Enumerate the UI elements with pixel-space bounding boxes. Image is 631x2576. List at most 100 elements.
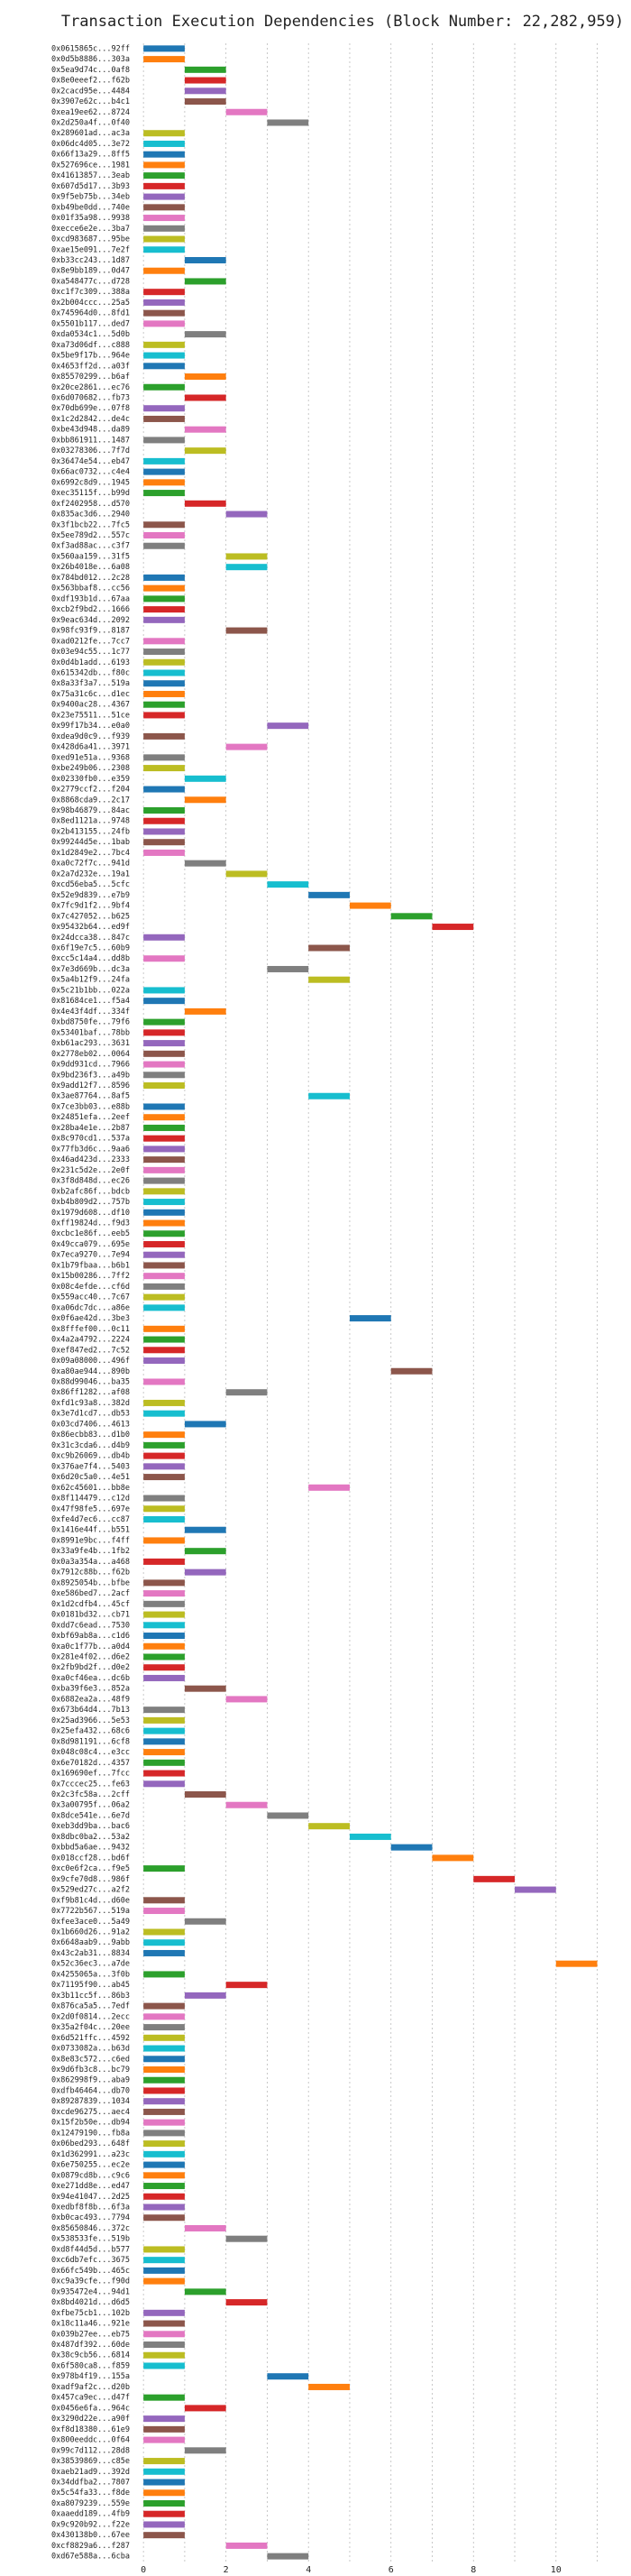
bar [143,1579,185,1587]
bar [143,1082,185,1090]
bar [308,1092,350,1099]
bar [308,891,350,898]
y-tick-label: 0xf9b81c4d...d60e [51,1896,130,1905]
bar [143,235,185,243]
bar [143,130,185,137]
y-tick-label: 0xa548477c...d728 [51,277,130,286]
y-tick-label: 0x018ccf28...bd6f [51,1854,130,1863]
bar [143,2246,185,2253]
bar [143,1431,185,1439]
bar [143,2150,185,2157]
y-tick-label: 0x3f1bcb22...7fc5 [51,520,130,529]
y-tick-label: 0x36474e54...eb47 [51,457,130,466]
bar [225,743,268,750]
x-tick-label: 4 [306,2565,311,2575]
bar [432,1854,474,1862]
y-tick-label: 0x1d2cdfb4...45cf [51,1600,130,1609]
y-tick-label: 0x2a7d232e...19a1 [51,869,130,879]
y-tick-label: 0x6648aab9...9abb [51,1938,130,1947]
bar [184,256,226,263]
y-tick-label: 0x52c36ec3...a7de [51,1960,130,1969]
bar [143,2468,185,2475]
bar [143,2087,185,2094]
bar [143,2108,185,2115]
y-tick-label: 0x9cfe70d8...986f [51,1875,130,1884]
y-tick-label: 0xda0534c1...5d0b [51,330,130,339]
bar [143,204,185,211]
bar [143,1219,185,1227]
y-tick-label: 0xff19824d...f9d3 [51,1219,130,1228]
y-tick-label: 0x430138b0...67ee [51,2531,130,2540]
y-tick-label: 0x85570299...b6af [51,373,130,382]
bar [143,849,185,856]
bar [143,1304,185,1311]
bar [143,468,185,475]
y-tick-label: 0xb0cac493...7794 [51,2213,130,2222]
bar [143,2045,185,2052]
bar [225,108,268,115]
y-tick-label: 0xedbf8f8b...6f3a [51,2203,130,2213]
y-tick-label: 0x7ce3bb03...e88b [51,1102,130,1111]
bar [143,1474,185,1481]
y-tick-label: 0x935472e4...94d1 [51,2287,130,2296]
bar [143,2172,185,2179]
y-tick-label: 0x20ce2861...ec76 [51,383,130,392]
bar [143,2277,185,2285]
bar [143,1780,185,1788]
y-tick-label: 0xcd983687...95be [51,235,130,244]
y-tick-label: 0x98fc93f9...8187 [51,627,130,636]
y-tick-label: 0x35a2f04c...20ee [51,2023,130,2032]
y-tick-label: 0xf3ad88ac...c3f7 [51,542,130,551]
y-tick-label: 0x24dcca38...847c [51,934,130,943]
bar [267,1812,309,1819]
y-tick-label: 0x428d6a41...3971 [51,743,130,752]
bar [143,1018,185,1026]
bar [225,564,268,571]
y-tick-label: 0x75a31c6c...d1ec [51,690,130,699]
y-tick-label: 0x9c920b92...f22e [51,2520,130,2529]
y-tick-label: 0xae15e091...7e2f [51,245,130,254]
bar [143,2193,185,2200]
bar [267,2373,309,2380]
y-tick-label: 0xcde96275...aec4 [51,2108,130,2117]
bar [349,1315,391,1322]
bar [225,1389,268,1396]
bar [143,437,185,444]
y-tick-label: 0x673b64d4...7b13 [51,1706,130,1715]
bar [143,1505,185,1513]
y-tick-label: 0x784bd012...2c28 [51,574,130,583]
y-tick-label: 0x289601ad...ac3a [51,129,130,138]
y-tick-label: 0x31c3cda6...d4b9 [51,1441,130,1450]
y-tick-label: 0xa0c1f77b...a0d4 [51,1642,130,1651]
y-tick-label: 0x0456e6fa...964c [51,2404,130,2413]
y-tick-label: 0x5ea9d74c...0af8 [51,66,130,75]
y-tick-label: 0x6d070682...fb73 [51,393,130,402]
y-tick-label: 0xd67e588a...6cba [51,2553,130,2562]
y-tick-label: 0x169690ef...7fcc [51,1770,130,1779]
y-tick-label: 0x8f114479...c12d [51,1495,130,1504]
y-tick-label: 0x81684ce1...f5a4 [51,997,130,1006]
bar [143,193,185,200]
bar [143,1738,185,1745]
bar [555,1960,598,1967]
bar [143,1029,185,1036]
bar [184,66,226,73]
bar [143,574,185,581]
y-tick-label: 0xa06dc7dc...a86e [51,1303,130,1312]
y-tick-label: 0x99f17b34...e0a0 [51,722,130,731]
bar [143,1061,185,1068]
y-tick-label: 0xbbd5a6ae...9432 [51,1844,130,1853]
bar [184,1790,226,1798]
y-tick-label: 0x527696ce...1981 [51,161,130,170]
y-tick-label: 0x28ba4e1e...2b87 [51,1124,130,1133]
y-tick-label: 0x77fb3d6c...9aa6 [51,1145,130,1154]
y-tick-label: 0xfbe75cb1...102b [51,2309,130,2318]
bar [143,521,185,529]
bar [143,1156,185,1164]
bar [143,56,185,63]
bar [308,976,350,983]
y-tick-label: 0x2b004ccc...25a5 [51,299,130,308]
bar [143,1770,185,1777]
bar [143,1273,185,1280]
y-tick-label: 0x2b413155...24fb [51,827,130,836]
